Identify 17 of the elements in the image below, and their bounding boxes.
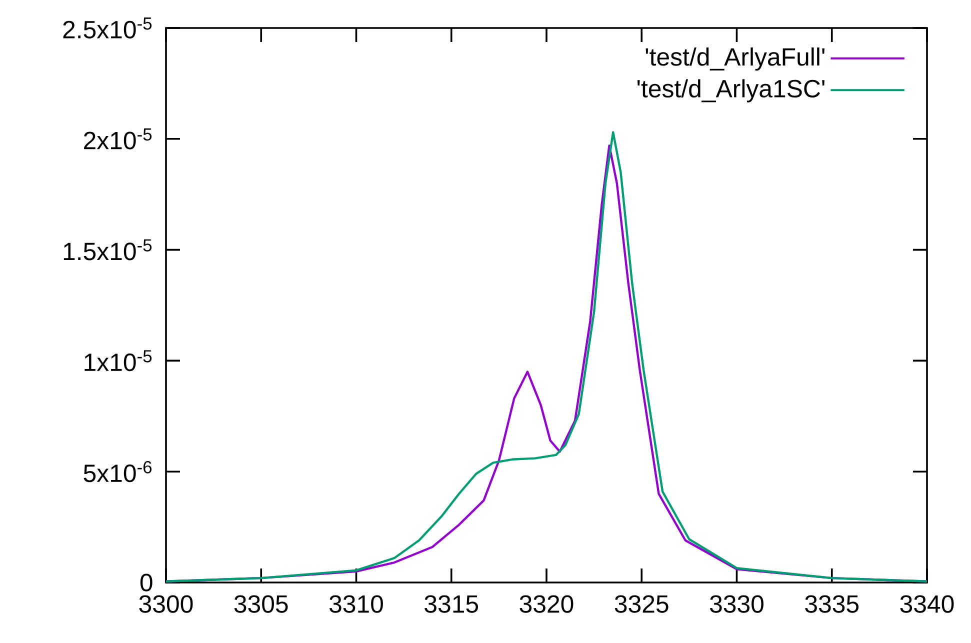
y-tick-label: 5x10$^{-6}$: [84, 461, 152, 482]
x-tick-label: 3315: [424, 595, 478, 613]
y-tick-label: 1x10$^{-5}$: [84, 350, 152, 372]
x-tick-label: 3320: [520, 595, 574, 613]
y-tick-label: 0: [140, 574, 152, 592]
x-tick-label: 3305: [234, 595, 288, 613]
legend-label: 'test/d_ArlyaFull': [646, 47, 824, 71]
x-tick-label: 3330: [710, 595, 764, 613]
x-tick-label: 3325: [614, 595, 668, 613]
y-tick-label: 2.5x10$^{-5}$: [63, 18, 152, 38]
x-tick-label: 3310: [329, 595, 383, 613]
legend-label: 'test/d_Arlya1SC': [637, 79, 824, 102]
x-tick-label: 3300: [139, 595, 193, 613]
x-tick-label: 3340: [900, 595, 954, 613]
x-tick-label: 3335: [805, 595, 859, 613]
y-tick-label: 1.5x10$^{-5}$: [64, 239, 152, 260]
y-tick-label: 2x10$^{-5}$: [84, 128, 152, 150]
